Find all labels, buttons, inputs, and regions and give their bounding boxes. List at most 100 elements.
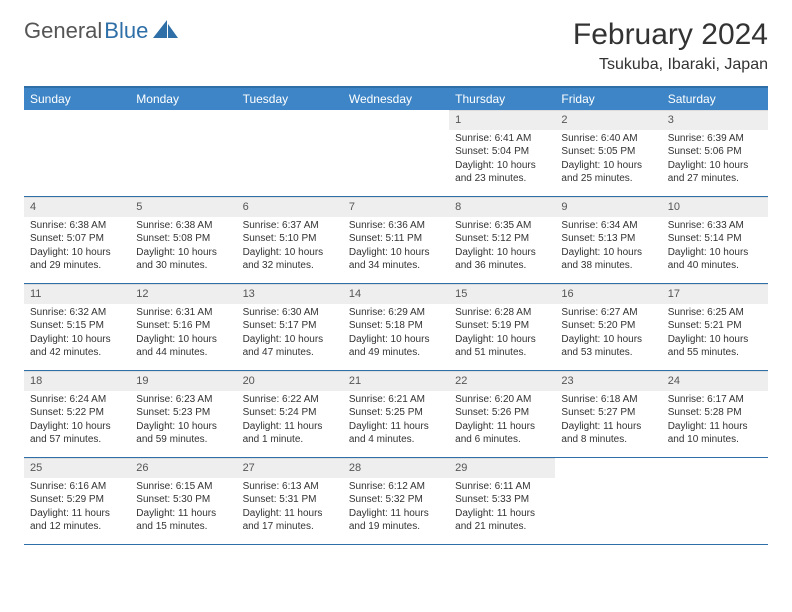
- daylight-text: Daylight: 10 hours and 47 minutes.: [243, 333, 337, 360]
- logo: GeneralBlue: [24, 18, 179, 44]
- day-number: 23: [555, 371, 661, 391]
- day-info: Sunrise: 6:25 AMSunset: 5:21 PMDaylight:…: [662, 304, 768, 364]
- logo-text-1: General: [24, 18, 102, 44]
- title-block: February 2024 Tsukuba, Ibaraki, Japan: [573, 18, 768, 74]
- daylight-text: Daylight: 10 hours and 29 minutes.: [30, 246, 124, 273]
- sunset-text: Sunset: 5:31 PM: [243, 493, 337, 507]
- sunrise-text: Sunrise: 6:41 AM: [455, 132, 549, 146]
- day-info: Sunrise: 6:20 AMSunset: 5:26 PMDaylight:…: [449, 391, 555, 451]
- page-header: GeneralBlue February 2024 Tsukuba, Ibara…: [24, 18, 768, 74]
- day-number: 29: [449, 458, 555, 478]
- daylight-text: Daylight: 10 hours and 42 minutes.: [30, 333, 124, 360]
- day-number: 16: [555, 284, 661, 304]
- day-number: 10: [662, 197, 768, 217]
- calendar-cell: 11Sunrise: 6:32 AMSunset: 5:15 PMDayligh…: [24, 284, 130, 370]
- day-info: Sunrise: 6:16 AMSunset: 5:29 PMDaylight:…: [24, 478, 130, 538]
- sunrise-text: Sunrise: 6:33 AM: [668, 219, 762, 233]
- day-number: 6: [237, 197, 343, 217]
- day-header-cell: Friday: [555, 88, 661, 110]
- day-info: Sunrise: 6:24 AMSunset: 5:22 PMDaylight:…: [24, 391, 130, 451]
- calendar-cell: 2Sunrise: 6:40 AMSunset: 5:05 PMDaylight…: [555, 110, 661, 196]
- calendar-cell: 8Sunrise: 6:35 AMSunset: 5:12 PMDaylight…: [449, 197, 555, 283]
- week-row: 11Sunrise: 6:32 AMSunset: 5:15 PMDayligh…: [24, 284, 768, 371]
- sunrise-text: Sunrise: 6:37 AM: [243, 219, 337, 233]
- sunset-text: Sunset: 5:17 PM: [243, 319, 337, 333]
- calendar-cell: 18Sunrise: 6:24 AMSunset: 5:22 PMDayligh…: [24, 371, 130, 457]
- calendar-cell: 12Sunrise: 6:31 AMSunset: 5:16 PMDayligh…: [130, 284, 236, 370]
- sunrise-text: Sunrise: 6:38 AM: [136, 219, 230, 233]
- day-number: 11: [24, 284, 130, 304]
- sunset-text: Sunset: 5:13 PM: [561, 232, 655, 246]
- daylight-text: Daylight: 10 hours and 59 minutes.: [136, 420, 230, 447]
- sunset-text: Sunset: 5:15 PM: [30, 319, 124, 333]
- calendar-cell: 28Sunrise: 6:12 AMSunset: 5:32 PMDayligh…: [343, 458, 449, 544]
- day-number: 1: [449, 110, 555, 130]
- daylight-text: Daylight: 11 hours and 4 minutes.: [349, 420, 443, 447]
- calendar-cell: 5Sunrise: 6:38 AMSunset: 5:08 PMDaylight…: [130, 197, 236, 283]
- day-header-cell: Sunday: [24, 88, 130, 110]
- sunset-text: Sunset: 5:30 PM: [136, 493, 230, 507]
- sunset-text: Sunset: 5:14 PM: [668, 232, 762, 246]
- day-info: Sunrise: 6:17 AMSunset: 5:28 PMDaylight:…: [662, 391, 768, 451]
- day-info: Sunrise: 6:29 AMSunset: 5:18 PMDaylight:…: [343, 304, 449, 364]
- day-info: Sunrise: 6:39 AMSunset: 5:06 PMDaylight:…: [662, 130, 768, 190]
- daylight-text: Daylight: 10 hours and 27 minutes.: [668, 159, 762, 186]
- sunset-text: Sunset: 5:11 PM: [349, 232, 443, 246]
- calendar-cell: 4Sunrise: 6:38 AMSunset: 5:07 PMDaylight…: [24, 197, 130, 283]
- day-number: 17: [662, 284, 768, 304]
- day-number: 28: [343, 458, 449, 478]
- day-number: 7: [343, 197, 449, 217]
- day-number: 24: [662, 371, 768, 391]
- calendar-cell: [555, 458, 661, 544]
- day-number: 2: [555, 110, 661, 130]
- sunset-text: Sunset: 5:25 PM: [349, 406, 443, 420]
- day-info: Sunrise: 6:35 AMSunset: 5:12 PMDaylight:…: [449, 217, 555, 277]
- daylight-text: Daylight: 10 hours and 49 minutes.: [349, 333, 443, 360]
- calendar-cell: 10Sunrise: 6:33 AMSunset: 5:14 PMDayligh…: [662, 197, 768, 283]
- calendar-cell: 26Sunrise: 6:15 AMSunset: 5:30 PMDayligh…: [130, 458, 236, 544]
- sunrise-text: Sunrise: 6:21 AM: [349, 393, 443, 407]
- day-number: 26: [130, 458, 236, 478]
- sunset-text: Sunset: 5:04 PM: [455, 145, 549, 159]
- sunrise-text: Sunrise: 6:17 AM: [668, 393, 762, 407]
- sunrise-text: Sunrise: 6:27 AM: [561, 306, 655, 320]
- sunset-text: Sunset: 5:22 PM: [30, 406, 124, 420]
- sunrise-text: Sunrise: 6:16 AM: [30, 480, 124, 494]
- sunrise-text: Sunrise: 6:22 AM: [243, 393, 337, 407]
- logo-text-2: Blue: [104, 18, 148, 44]
- calendar-cell: 7Sunrise: 6:36 AMSunset: 5:11 PMDaylight…: [343, 197, 449, 283]
- calendar-cell: 1Sunrise: 6:41 AMSunset: 5:04 PMDaylight…: [449, 110, 555, 196]
- day-number: 14: [343, 284, 449, 304]
- calendar-cell: 3Sunrise: 6:39 AMSunset: 5:06 PMDaylight…: [662, 110, 768, 196]
- calendar-cell: 16Sunrise: 6:27 AMSunset: 5:20 PMDayligh…: [555, 284, 661, 370]
- daylight-text: Daylight: 10 hours and 51 minutes.: [455, 333, 549, 360]
- calendar-cell: [343, 110, 449, 196]
- sunset-text: Sunset: 5:23 PM: [136, 406, 230, 420]
- daylight-text: Daylight: 11 hours and 12 minutes.: [30, 507, 124, 534]
- daylight-text: Daylight: 10 hours and 36 minutes.: [455, 246, 549, 273]
- daylight-text: Daylight: 11 hours and 6 minutes.: [455, 420, 549, 447]
- sunset-text: Sunset: 5:26 PM: [455, 406, 549, 420]
- day-info: Sunrise: 6:30 AMSunset: 5:17 PMDaylight:…: [237, 304, 343, 364]
- day-info: Sunrise: 6:22 AMSunset: 5:24 PMDaylight:…: [237, 391, 343, 451]
- daylight-text: Daylight: 10 hours and 25 minutes.: [561, 159, 655, 186]
- day-info: Sunrise: 6:38 AMSunset: 5:07 PMDaylight:…: [24, 217, 130, 277]
- month-title: February 2024: [573, 18, 768, 52]
- day-header-row: SundayMondayTuesdayWednesdayThursdayFrid…: [24, 88, 768, 110]
- day-number: 22: [449, 371, 555, 391]
- day-info: Sunrise: 6:34 AMSunset: 5:13 PMDaylight:…: [555, 217, 661, 277]
- day-number: 3: [662, 110, 768, 130]
- sunset-text: Sunset: 5:07 PM: [30, 232, 124, 246]
- daylight-text: Daylight: 10 hours and 32 minutes.: [243, 246, 337, 273]
- day-number: 13: [237, 284, 343, 304]
- calendar-cell: 27Sunrise: 6:13 AMSunset: 5:31 PMDayligh…: [237, 458, 343, 544]
- day-number: 21: [343, 371, 449, 391]
- day-info: Sunrise: 6:28 AMSunset: 5:19 PMDaylight:…: [449, 304, 555, 364]
- sunset-text: Sunset: 5:10 PM: [243, 232, 337, 246]
- sail-icon: [153, 18, 179, 44]
- calendar-cell: 14Sunrise: 6:29 AMSunset: 5:18 PMDayligh…: [343, 284, 449, 370]
- daylight-text: Daylight: 11 hours and 15 minutes.: [136, 507, 230, 534]
- day-number: 15: [449, 284, 555, 304]
- calendar-cell: 17Sunrise: 6:25 AMSunset: 5:21 PMDayligh…: [662, 284, 768, 370]
- day-header-cell: Monday: [130, 88, 236, 110]
